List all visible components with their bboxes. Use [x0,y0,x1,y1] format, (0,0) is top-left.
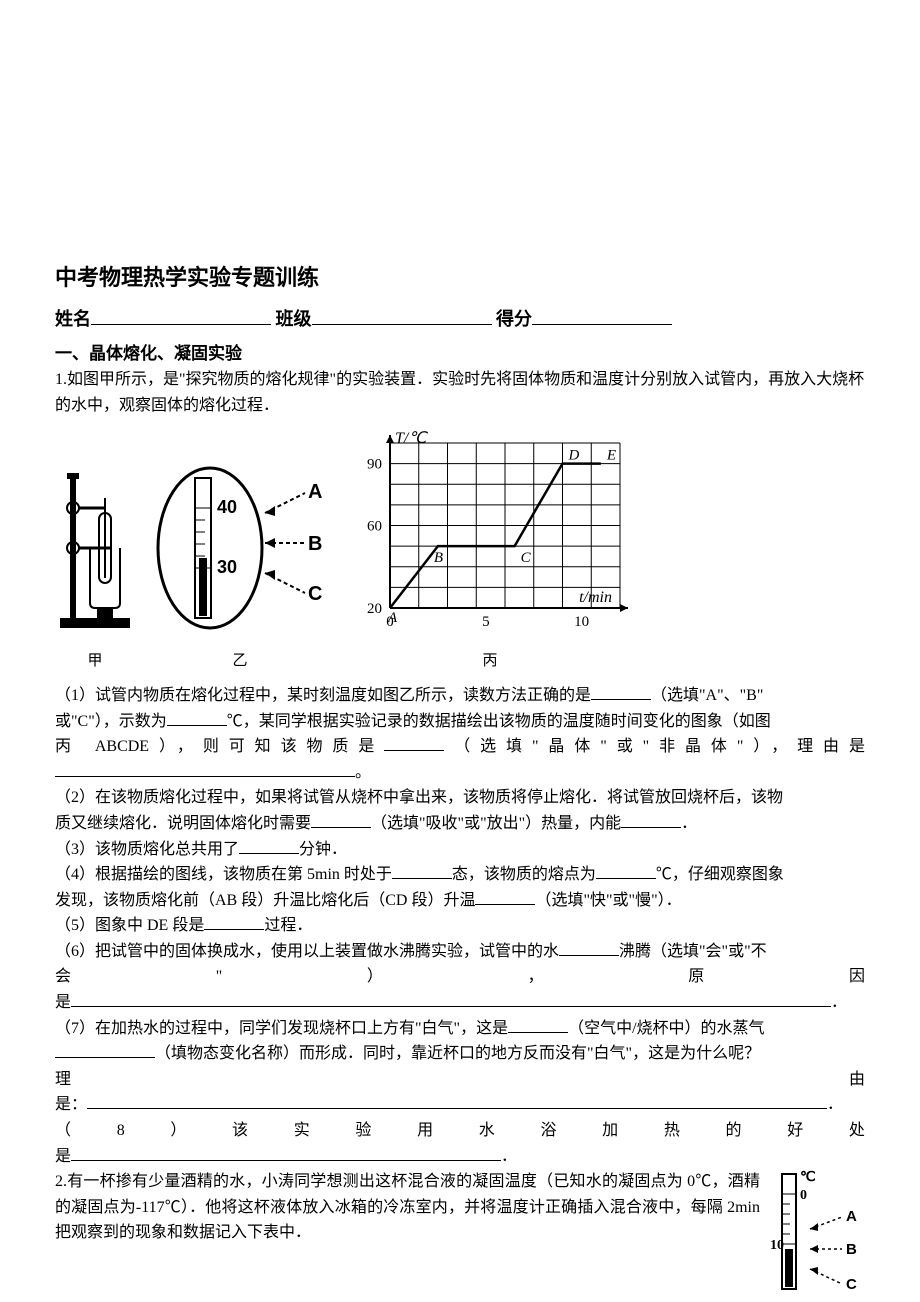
blank[interactable] [596,862,656,879]
svg-text:60: 60 [367,519,382,535]
svg-text:0: 0 [800,1188,807,1203]
header-row: 姓名 班级 得分 [55,305,865,334]
blank[interactable] [204,913,264,930]
svg-text:℃: ℃ [800,1170,816,1185]
q1-p3: （3）该物质熔化总共用了分钟． [55,837,865,863]
blank[interactable] [508,1016,568,1033]
fig-label-mid: 乙 [155,649,325,673]
svg-text:A: A [846,1208,857,1225]
figure-chart: 2060900510T/℃t/minABCDE 丙 [345,428,635,673]
fig-label-left: 甲 [55,649,135,673]
figure-thermometer: 40 30 [155,458,325,673]
q1-p5: （5）图象中 DE 段是过程． [55,913,865,939]
blank[interactable] [167,709,227,726]
svg-text:t/min: t/min [579,589,612,606]
svg-text:C: C [521,550,532,566]
blank[interactable] [311,811,371,828]
fig-label-right: 丙 [345,649,635,673]
q1-p4: （4）根据描绘的图线，该物质在第 5min 时处于态，该物质的熔点为℃，仔细观察… [55,862,865,913]
svg-text:T/℃: T/℃ [395,430,428,447]
q2-stem: ℃ 0 10 A B C 2.有一杯掺有少量酒精的水，小涛同学想测出这杯混合液的… [55,1169,865,1246]
q2-thermometer: ℃ 0 10 A B C [770,1169,865,1299]
class-label: 班级 [276,309,312,329]
svg-text:10: 10 [574,614,589,630]
svg-text:E: E [606,448,616,464]
blank[interactable] [392,862,452,879]
thermo-label-c: C [308,583,322,605]
q1-p1: （1）试管内物质在熔化过程中，某时刻温度如图乙所示，读数方法正确的是（选填"A"… [55,683,865,785]
q1-p2: （2）在该物质熔化过程中，如果将试管从烧杯中拿出来，该物质将停止熔化．将试管放回… [55,785,865,836]
blank[interactable] [239,837,299,854]
q1-stem: 1.如图甲所示，是"探究物质的熔化规律"的实验装置．实验时先将固体物质和温度计分… [55,367,865,418]
blank[interactable] [55,1041,155,1058]
class-blank[interactable] [312,306,492,325]
section-heading: 一、晶体熔化、凝固实验 [55,340,865,367]
q1-p8: （8）该实验用水浴加热的好处 是． [55,1118,865,1169]
tick-30: 30 [217,557,237,577]
page-title: 中考物理热学实验专题训练 [55,260,865,295]
tick-40: 40 [217,497,237,517]
thermo-label-a: A [308,481,322,503]
q1-p6: （6）把试管中的固体换成水，使用以上装置做水沸腾实验，试管中的水沸腾（选填"会"… [55,939,865,1016]
q1-p7: （7）在加热水的过程中，同学们发现烧杯口上方有"白气"，这是（空气中/烧杯中）的… [55,1016,865,1118]
svg-text:20: 20 [367,601,382,617]
blank[interactable] [475,888,535,905]
blank[interactable] [384,734,444,751]
svg-text:A: A [387,610,398,626]
blank[interactable] [591,683,651,700]
svg-text:5: 5 [482,614,490,630]
figure-apparatus: 甲 [55,458,135,673]
thermo-label-b: B [308,533,322,555]
blank[interactable] [71,990,831,1007]
score-label: 得分 [496,309,532,329]
svg-text:B: B [846,1241,857,1258]
svg-text:B: B [434,550,443,566]
blank[interactable] [55,760,355,777]
blank[interactable] [87,1092,827,1109]
blank[interactable] [621,811,681,828]
name-blank[interactable] [91,306,271,325]
svg-text:C: C [846,1276,857,1293]
svg-text:D: D [568,448,580,464]
svg-text:90: 90 [367,457,382,473]
figure-row: 甲 40 30 [55,428,865,673]
name-label: 姓名 [55,309,91,329]
blank[interactable] [71,1144,501,1161]
blank[interactable] [559,939,619,956]
score-blank[interactable] [532,306,672,325]
svg-text:10: 10 [770,1238,784,1253]
